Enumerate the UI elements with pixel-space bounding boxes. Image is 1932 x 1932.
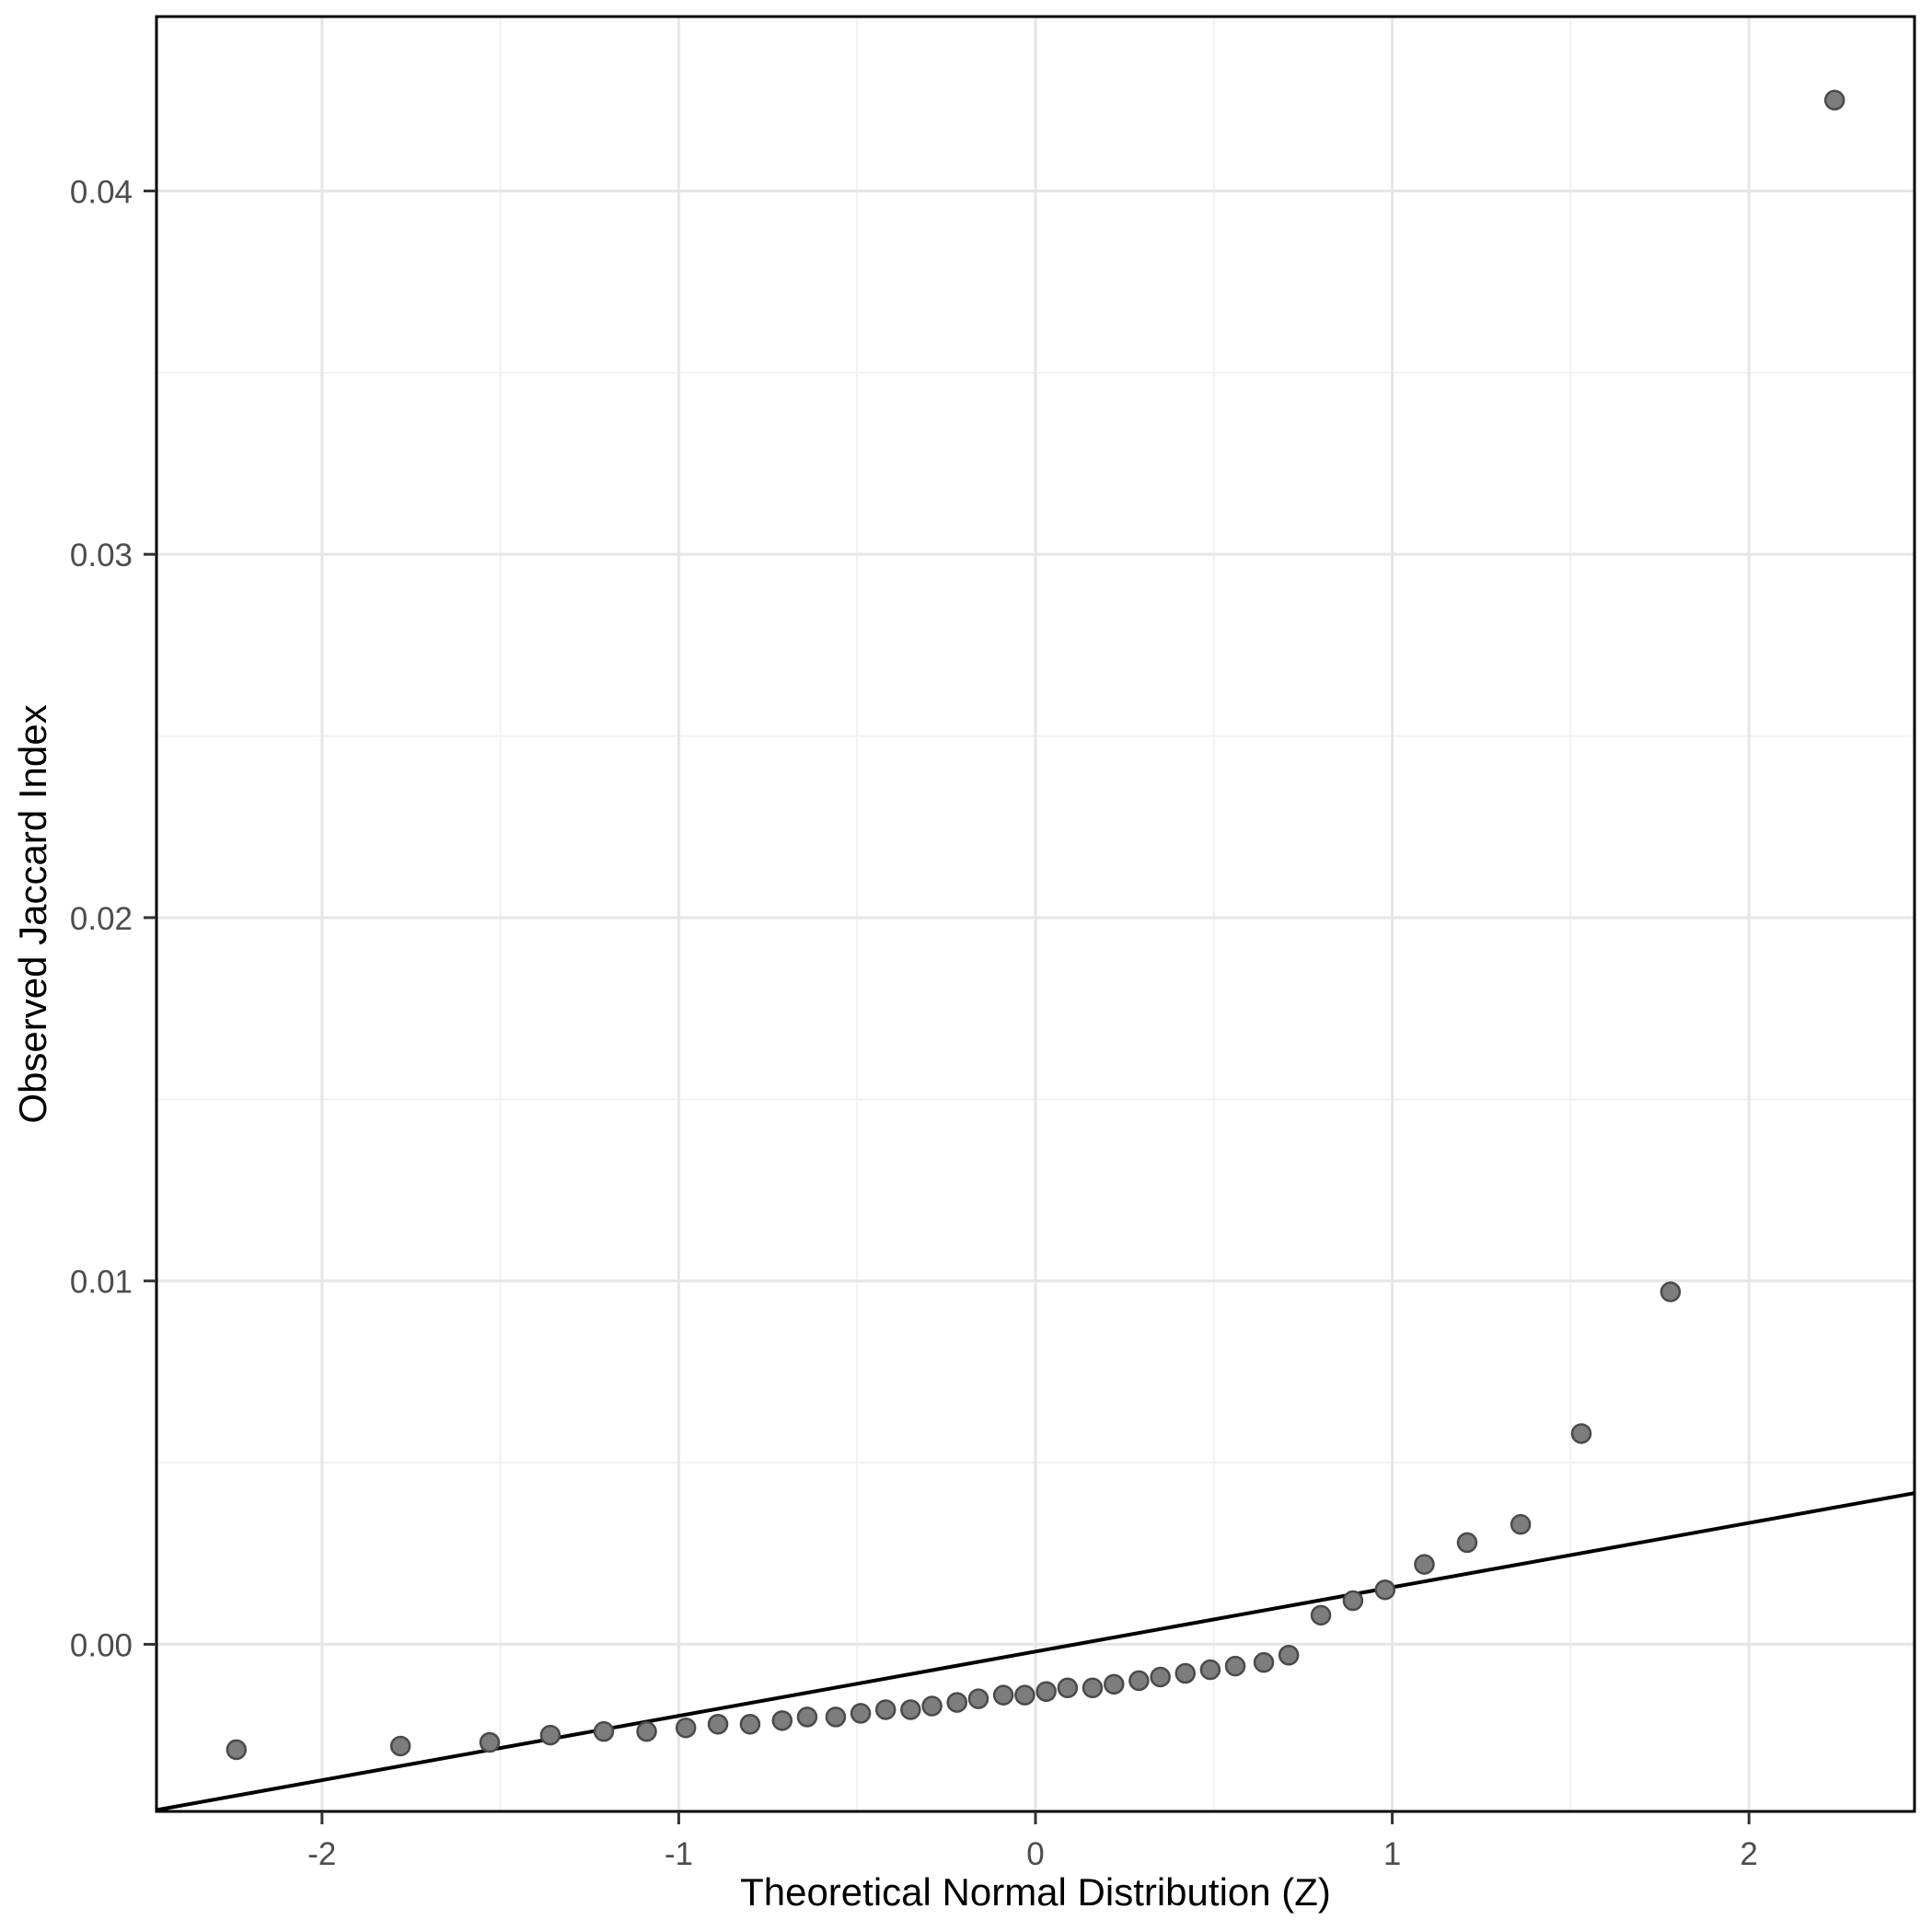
data-point (1150, 1666, 1171, 1688)
y-tick-label: 0.00 (70, 1627, 133, 1663)
data-point (1253, 1651, 1275, 1673)
data-point (771, 1710, 793, 1731)
data-point (675, 1717, 697, 1739)
data-point (1278, 1645, 1300, 1666)
data-point (1374, 1579, 1396, 1601)
data-point (850, 1703, 872, 1724)
data-point (1174, 1662, 1197, 1684)
data-point (967, 1688, 989, 1709)
data-point (1057, 1677, 1079, 1699)
data-point (1224, 1655, 1246, 1677)
data-point (825, 1706, 847, 1728)
data-point (796, 1706, 818, 1728)
data-point (1310, 1604, 1332, 1626)
data-point (1414, 1554, 1435, 1575)
data-point (226, 1739, 248, 1761)
data-point (1823, 89, 1845, 111)
data-point (1660, 1281, 1682, 1302)
x-tick-label: 2 (1740, 1836, 1757, 1872)
data-point (739, 1714, 761, 1735)
data-point (1570, 1423, 1592, 1444)
data-point (900, 1699, 921, 1720)
data-point (1456, 1532, 1478, 1554)
data-point (1014, 1684, 1035, 1706)
y-tick-label: 0.01 (70, 1265, 133, 1301)
data-point (389, 1735, 411, 1757)
data-point (921, 1695, 943, 1717)
reference-line (156, 1491, 1915, 1812)
y-tick-label: 0.04 (70, 174, 133, 210)
data-point (593, 1720, 615, 1742)
grid-lines (156, 17, 1915, 1811)
y-tick-label: 0.03 (70, 538, 133, 573)
x-tick-label: 0 (1026, 1836, 1044, 1872)
x-axis-title: Theoretical Normal Distribution (Z) (740, 1870, 1331, 1914)
x-tick-label: 1 (1383, 1836, 1401, 1872)
data-point (1199, 1659, 1221, 1681)
data-point (1104, 1673, 1125, 1695)
data-point (479, 1731, 501, 1753)
data-point (992, 1684, 1014, 1706)
axes: -2 -1 0 1 2 0.00 0.01 0.02 0.03 0.04 (70, 15, 1916, 1872)
data-point (1510, 1513, 1532, 1535)
y-axis-title: Observed Jaccard Index (11, 704, 54, 1123)
data-points-layer (156, 89, 1915, 1812)
data-point (1035, 1681, 1057, 1702)
data-point (1342, 1590, 1364, 1612)
data-point (1128, 1670, 1150, 1692)
data-point (1082, 1677, 1104, 1699)
y-tick-label: 0.02 (70, 901, 133, 937)
data-point (946, 1692, 967, 1713)
data-point (539, 1724, 561, 1746)
data-point (636, 1720, 657, 1742)
data-point (874, 1699, 897, 1720)
data-point (707, 1714, 729, 1735)
x-tick-label: -1 (665, 1836, 693, 1872)
x-tick-label: -2 (307, 1836, 336, 1872)
